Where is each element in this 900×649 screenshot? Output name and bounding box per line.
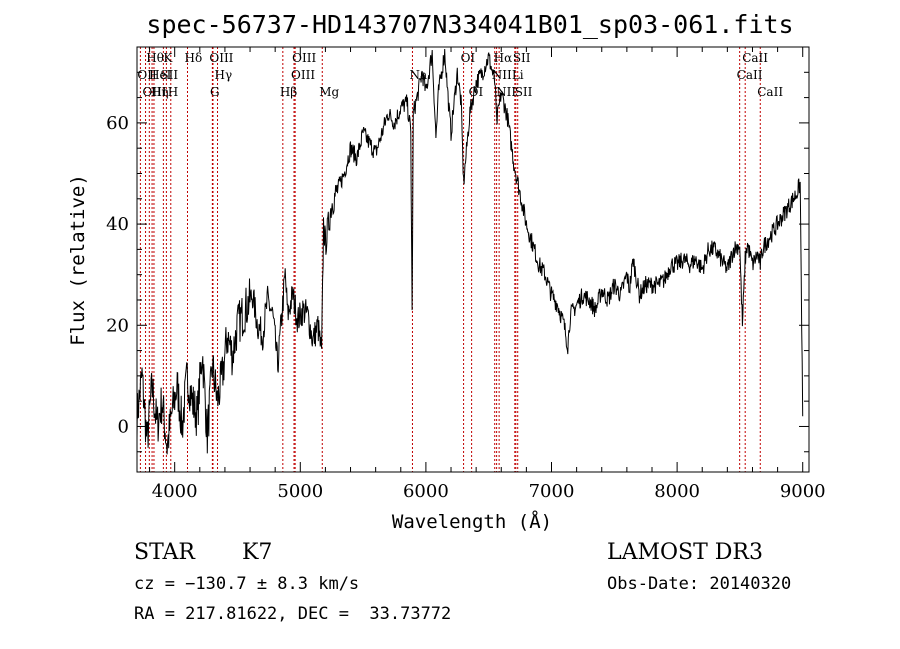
x-tick-label: 8000: [654, 481, 700, 502]
object-class: STAR: [134, 540, 195, 565]
line-label: Hθ: [146, 51, 164, 65]
line-label: H: [168, 85, 178, 99]
line-label: Hη: [151, 85, 169, 99]
line-label: SII: [160, 68, 178, 82]
line-label: OI: [461, 51, 476, 65]
line-label: CaII: [737, 68, 763, 82]
line-label: K: [163, 51, 173, 65]
line-label: OII: [137, 68, 157, 82]
line-label: G: [210, 85, 220, 99]
line-label: Hδ: [184, 51, 202, 65]
redshift-velocity: cz = −130.7 ± 8.3 km/s: [134, 574, 360, 594]
line-label: NII: [496, 85, 516, 99]
line-label: Hα: [494, 51, 513, 65]
line-label: Hβ: [280, 85, 297, 99]
y-tick-label: 40: [106, 214, 129, 235]
x-tick-label: 9000: [780, 481, 826, 502]
y-tick-label: 20: [106, 315, 129, 336]
spectral-line-markers: [139, 47, 761, 472]
y-axis-label: Flux (relative): [67, 174, 89, 346]
object-subclass: K7: [242, 540, 273, 565]
line-label: OIII: [292, 51, 316, 65]
line-label: Mg: [319, 85, 339, 99]
line-label: CaII: [757, 85, 783, 99]
line-label: OIII: [143, 85, 167, 99]
line-label: OIII: [209, 51, 233, 65]
line-label: Li: [512, 68, 524, 82]
x-tick-label: 7000: [529, 481, 575, 502]
line-label: SII: [515, 85, 533, 99]
line-label: HeI: [149, 68, 172, 82]
flux-series-line: [136, 48, 804, 455]
y-tick-label: 0: [118, 416, 129, 437]
chart-title: spec-56737-HD143707N334041B01_sp03-061.f…: [146, 10, 793, 39]
line-label: CaII: [742, 51, 768, 65]
x-tick-label: 6000: [403, 481, 449, 502]
spectrum-chart: spec-56737-HD143707N334041B01_sp03-061.f…: [67, 10, 826, 533]
observation-date: Obs-Date: 20140320: [607, 574, 792, 594]
plot-frame: [136, 46, 810, 473]
line-label: Hγ: [215, 68, 233, 82]
x-tick-label: 5000: [277, 481, 323, 502]
line-label: OIII: [291, 68, 315, 82]
axis-ticks: 4000 5000 6000 7000 8000 9000 0 20 40 60: [106, 47, 826, 502]
y-tick-label: 60: [106, 113, 129, 134]
x-tick-label: 4000: [152, 481, 198, 502]
coordinates: RA = 217.81622, DEC = 33.73772: [134, 604, 452, 624]
spectral-line-labels: Hθ OII OIII HeI Hη K SII H Hδ OIII Hγ G OIII OIII Hβ Mg…: [137, 51, 783, 99]
x-axis-label: Wavelength (Å): [392, 510, 552, 533]
line-label: NII: [492, 68, 512, 82]
line-label: SII: [513, 51, 531, 65]
survey-name: LAMOST DR3: [607, 540, 763, 565]
